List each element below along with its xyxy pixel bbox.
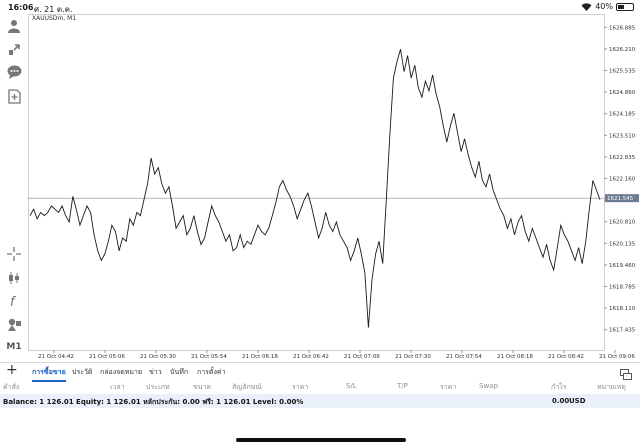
y-tick-label: 1618.110 [609, 306, 636, 312]
wifi-icon [581, 2, 592, 11]
y-tick-label: 1625.535 [609, 68, 636, 74]
status-date: ศ. 21 ต.ค. [34, 5, 73, 14]
deposit-icon[interactable] [4, 39, 24, 59]
col-sl: S/L [346, 382, 357, 390]
battery-icon [616, 2, 634, 11]
x-tick-label: 21 Oct 05:54 [191, 354, 227, 360]
x-tick-label: 21 Oct 08:18 [497, 354, 533, 360]
y-tick-label: 1623.510 [609, 133, 636, 139]
x-tick-label: 21 Oct 05:30 [140, 354, 176, 360]
col-type: ประเภท [146, 383, 170, 391]
objects-icon[interactable] [4, 314, 24, 334]
x-tick-label: 21 Oct 08:42 [548, 354, 584, 360]
price-series-line [29, 49, 601, 328]
y-tick-label: 1622.835 [609, 155, 636, 161]
col-order: คำสั่ง [3, 383, 20, 391]
crosshair-icon[interactable] [4, 244, 24, 264]
col-price: ราคา [292, 383, 309, 391]
y-tick-label: 1617.435 [609, 328, 636, 334]
balance-summary: Balance: 1 126.01 Equity: 1 126.01 หลักป… [3, 398, 304, 406]
left-toolbar: f M1 [0, 14, 28, 360]
candlestick-icon[interactable] [4, 268, 24, 288]
x-tick-label: 21 Oct 07:06 [344, 354, 380, 360]
y-tick-label: 1624.185 [609, 112, 636, 118]
y-tick-label: 1620.135 [609, 241, 636, 247]
y-tick-label: 1624.860 [609, 90, 636, 96]
y-tick-label: 1618.785 [609, 284, 636, 290]
col-time: เวลา [110, 383, 125, 391]
balance-profit: 0.00 [552, 397, 570, 405]
balance-currency: USD [569, 397, 586, 405]
battery-percent: 40% [595, 2, 613, 11]
tab-settings[interactable]: การตั้งค่า [197, 368, 226, 376]
col-symbol: สัญลักษณ์ [232, 383, 262, 391]
x-tick-label: 21 Oct 07:54 [446, 354, 482, 360]
layout-toggle-icon[interactable] [620, 365, 632, 384]
user-icon[interactable] [4, 16, 24, 36]
col-current-price: ราคา [440, 383, 457, 391]
x-tick-label: 21 Oct 06:42 [293, 354, 329, 360]
status-right: 40% [581, 2, 634, 11]
y-tick-label: 1620.810 [609, 220, 636, 226]
col-tp: T/P [397, 382, 408, 390]
function-icon[interactable]: f [4, 291, 24, 311]
svg-text:f: f [10, 295, 17, 308]
tab-journal[interactable]: บันทึก [170, 368, 189, 376]
tab-mailbox[interactable]: กล่องจดหมาย [100, 368, 143, 376]
col-volume: ขนาด [193, 383, 212, 391]
y-tick-label: 1626.885 [609, 25, 636, 31]
y-tick-label: 1626.210 [609, 47, 636, 53]
chart-symbol-title: XAUUSDm, M1 [32, 15, 77, 22]
col-comment: หมายเหตุ [597, 383, 626, 391]
current-price-label: 1621.545 [607, 196, 634, 202]
x-tick-label: 21 Oct 07:30 [395, 354, 431, 360]
home-indicator[interactable] [236, 438, 406, 442]
orders-column-headers: คำสั่ง เวลา ประเภท ขนาด สัญลักษณ์ ราคา S… [0, 380, 640, 392]
status-bar: 16:06 ศ. 21 ต.ค. 40% [0, 0, 640, 14]
balance-row: Balance: 1 126.01 Equity: 1 126.01 หลักป… [0, 394, 640, 408]
col-profit: กำไร [551, 383, 567, 391]
x-tick-label: 21 Oct 04:42 [38, 354, 74, 360]
chart-svg[interactable]: 1626.885 1626.210 1625.535 1624.860 1624.185… [28, 14, 640, 360]
x-tick-label: 21 Oct 05:06 [89, 354, 125, 360]
tab-history[interactable]: ประวัติ [72, 368, 93, 376]
col-swap: Swap [479, 382, 498, 390]
plot-frame [28, 14, 605, 351]
new-order-button[interactable]: + [6, 362, 18, 378]
tab-news[interactable]: ข่าว [149, 368, 162, 376]
timeframe-button[interactable]: M1 [6, 342, 22, 352]
price-chart[interactable]: 1626.885 1626.210 1625.535 1624.860 1624.185… [28, 14, 640, 360]
y-tick-label: 1619.460 [609, 263, 636, 269]
status-time: 16:06 [8, 3, 34, 12]
x-tick-label: 21 Oct 06:18 [242, 354, 278, 360]
x-tick-label: 21 Oct 09:06 [599, 354, 635, 360]
terminal-tabbar: + การซื้อขาย ประวัติ กล่องจดหมาย ข่าว บั… [0, 362, 640, 382]
y-tick-label: 1622.160 [609, 176, 636, 182]
add-document-icon[interactable] [4, 86, 24, 106]
chat-icon[interactable] [4, 62, 24, 82]
tab-trade[interactable]: การซื้อขาย [32, 368, 66, 382]
current-price-tag [605, 194, 639, 203]
